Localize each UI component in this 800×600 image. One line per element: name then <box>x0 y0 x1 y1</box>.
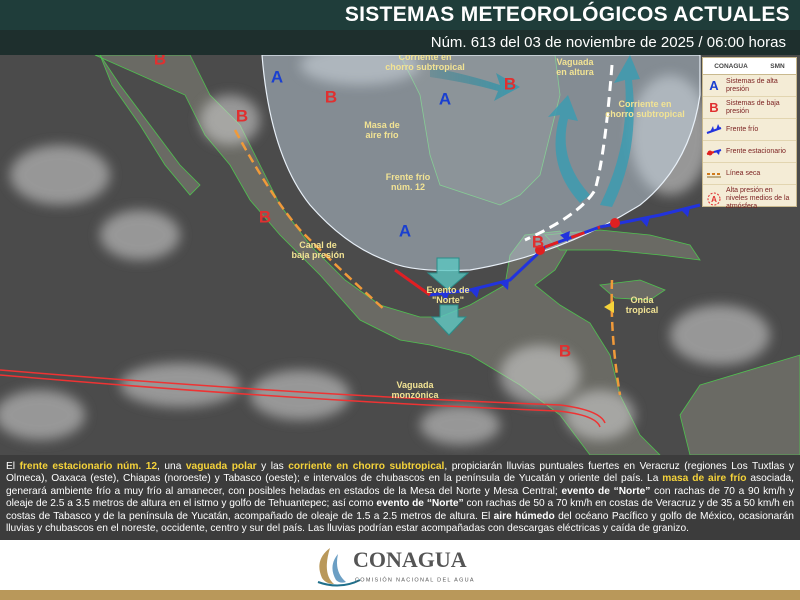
legend-icon: A <box>707 192 721 206</box>
highlight-segment: corriente en chorro subtropical <box>288 461 445 472</box>
legend-text: Frente frío <box>726 125 759 133</box>
pressure-letter: A <box>399 221 411 240</box>
norte-arrow <box>426 257 470 336</box>
map-label: Vaguada <box>396 380 434 390</box>
wave-arrow <box>604 301 614 313</box>
tropical-wave <box>610 279 622 396</box>
text-segment: del océano Pacífico y golfo de México, o… <box>6 510 794 535</box>
stationary-front <box>544 225 601 249</box>
pressure-letter: B <box>504 74 516 93</box>
monsoon-trough <box>0 374 601 428</box>
map-label: chorro subtropical <box>385 62 465 72</box>
bold-segment: aire húmedo <box>493 510 555 522</box>
legend-icon: B <box>709 101 718 115</box>
map-label: tropical <box>626 305 659 315</box>
monsoon-trough <box>0 369 606 424</box>
text-segment: con rachas de 50 a 70 km/h en costas de … <box>6 498 794 522</box>
map-label: Frente frío <box>386 172 431 182</box>
legend-item: B Sistemas de baja presión <box>703 97 796 119</box>
bold-segment: evento de “Norte” <box>561 485 651 497</box>
front-semicircles <box>535 218 620 255</box>
legend-icon <box>706 148 722 155</box>
bold-segment: evento de “Norte” <box>376 498 464 510</box>
legend-text: Sistemas de baja presión <box>726 99 780 115</box>
legend-icon <box>707 172 721 177</box>
legend-logos: CONAGUA SMN <box>703 58 796 75</box>
text-segment: con rachas de 70 a 90 km/h y oleaje de 2… <box>6 485 794 510</box>
logo-right: SMN <box>770 62 785 70</box>
subtitle: Núm. 613 del 03 de noviembre de 2025 / 0… <box>430 34 786 51</box>
pressure-systems: B A B A B B B A B B <box>154 55 571 360</box>
pressure-letter: B <box>559 341 571 360</box>
map-label: monzónica <box>391 390 439 400</box>
legend-item: Frente frío <box>703 119 796 141</box>
map-label: "Norte" <box>432 295 464 305</box>
map-label: Canal de <box>299 240 337 250</box>
map-label: Corriente en <box>618 99 671 109</box>
front-triangles <box>440 207 690 301</box>
jet-arrow <box>430 67 520 101</box>
pressure-letter: B <box>154 55 166 68</box>
legend-text: Sistemas de alta presión <box>726 77 778 93</box>
summary-text: El frente estacionario núm. 12, una vagu… <box>0 455 800 540</box>
logo-subtitle: COMISIÓN NACIONAL DEL AGUA <box>355 576 475 583</box>
pressure-letter: B <box>532 232 544 251</box>
map-label: en altura <box>556 67 595 77</box>
text-segment: asociada, generará ambiente frío a muy f… <box>6 473 794 497</box>
upper-trough <box>524 64 614 242</box>
text-segment: , una <box>157 461 186 472</box>
legend-text: Frente estacionario <box>726 147 786 155</box>
text-segment: El <box>6 461 20 472</box>
legend-item: A Alta presión en niveles medios de la at… <box>703 185 796 211</box>
logo-left: CONAGUA <box>714 62 748 70</box>
stationary-front <box>394 268 431 297</box>
legend-icon <box>706 123 722 134</box>
highlight-segment: masa de aire frío <box>662 473 747 485</box>
legend-item: Línea seca <box>703 163 796 185</box>
map-label: Masa de <box>364 120 400 130</box>
legend-item: A Sistemas de alta presión <box>703 75 796 97</box>
map-label: baja presión <box>291 250 344 260</box>
clouds <box>0 55 770 445</box>
map-label: aire frío <box>365 130 399 140</box>
legend-text: Alta presión en niveles medios de la atm… <box>726 187 790 210</box>
map-label: chorro subtropical <box>605 109 685 119</box>
legend-icon: A <box>709 79 719 93</box>
logo-emblem <box>317 548 361 587</box>
pressure-letter: B <box>236 106 248 125</box>
svg-text:B: B <box>709 101 718 115</box>
svg-text:A: A <box>711 195 717 204</box>
map-label: núm. 12 <box>391 182 425 192</box>
svg-text:A: A <box>709 79 719 93</box>
map-label: Onda <box>630 295 654 305</box>
highlight-segment: frente estacionario núm. 12 <box>19 461 158 472</box>
footer-logo: CONAGUA COMISIÓN NACIONAL DEL AGUA <box>317 547 475 587</box>
legend-item: Frente estacionario <box>703 141 796 163</box>
pressure-letter: A <box>271 67 283 86</box>
map-label: Corriente en <box>398 55 451 62</box>
jet-arrow <box>548 95 590 203</box>
subtitle-bar: Núm. 613 del 03 de noviembre de 2025 / 0… <box>0 30 800 55</box>
title: SISTEMAS METEOROLÓGICOS ACTUALES <box>344 3 790 26</box>
jet-arrow <box>600 55 640 207</box>
pressure-letter: B <box>325 87 337 106</box>
logo-text: CONAGUA <box>353 547 467 572</box>
map-label: Evento de <box>426 285 469 295</box>
footer-bar <box>0 590 800 600</box>
legend-text: Línea seca <box>726 169 761 177</box>
low-pressure-channel <box>233 129 386 311</box>
text-segment: y las <box>256 461 289 472</box>
map-label: Vaguada <box>556 57 594 67</box>
pressure-letter: B <box>259 207 271 226</box>
text-segment: , propiciarán lluvias puntuales fuertes … <box>6 461 795 485</box>
highlight-segment: vaguada polar <box>185 461 257 472</box>
pressure-letter: A <box>439 89 451 108</box>
title-bar: SISTEMAS METEOROLÓGICOS ACTUALES <box>0 0 800 30</box>
